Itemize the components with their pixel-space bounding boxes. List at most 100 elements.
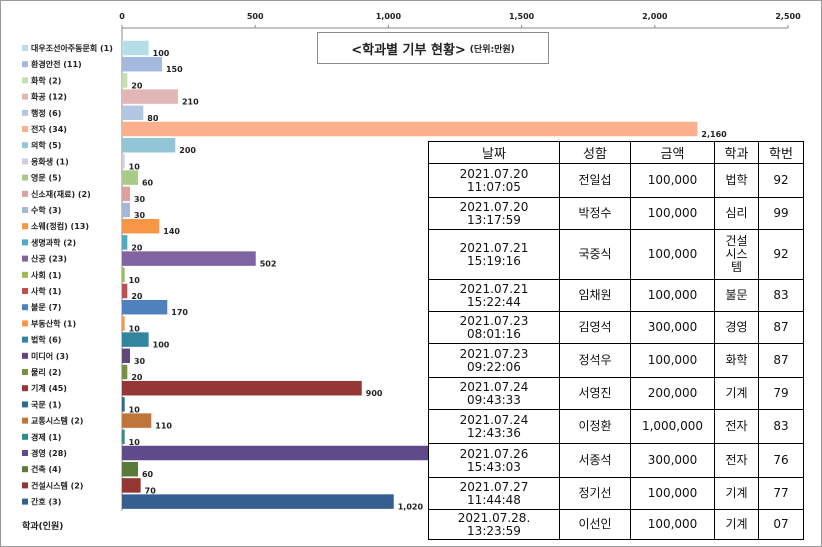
cell-date: 2021.07.23 xyxy=(459,313,529,328)
bar xyxy=(122,170,138,185)
value-label: 10 xyxy=(129,162,141,171)
table-row: 2021.07.23 09:22:06 정석우 100,000 화학 87 xyxy=(428,343,804,378)
value-label: 60 xyxy=(142,470,154,479)
cell-dept: 화학 xyxy=(714,343,759,378)
cell-date: 2021.07.21 xyxy=(459,240,529,255)
category-labels: 대우조선아주동문회 (1) 환경안전 (11) 화학 (2) 화공 (12) 행정 (6… xyxy=(22,43,113,507)
category-label: 환경안전 (11) xyxy=(31,59,82,69)
legend-swatch xyxy=(22,450,28,456)
cell-datetime: 2021.07.23 08:01:16 xyxy=(428,311,560,344)
axis-title: 학과(인원) xyxy=(22,520,63,532)
bar xyxy=(122,316,125,331)
cell-dept: 기계 xyxy=(714,509,759,540)
cell-dept: 법학 xyxy=(714,163,759,198)
cell-dept: 기계 xyxy=(714,477,759,510)
legend-swatch xyxy=(22,126,28,132)
bar xyxy=(122,494,394,509)
value-label: 10 xyxy=(129,276,141,285)
legend-swatch xyxy=(22,142,28,149)
legend-swatch xyxy=(22,369,28,375)
category-label: 경영 (28) xyxy=(31,448,67,458)
category-label: 간호 (3) xyxy=(31,497,61,507)
cell-date: 2021.07.21 xyxy=(459,281,529,296)
legend-swatch xyxy=(22,466,28,473)
cell-dept-line: 시스 xyxy=(725,247,748,261)
table-row: 2021.07.20 13:17:59 박정수 100,000 심리 99 xyxy=(428,197,804,230)
cell-amount: 100,000 xyxy=(630,343,715,378)
bars: 10015020210802,1602001060303014020502102… xyxy=(122,40,727,512)
header-student-id: 학번 xyxy=(758,141,804,164)
bar xyxy=(122,348,130,364)
table-row: 2021.07.20 11:07:05 전일섭 100,000 법학 92 xyxy=(428,163,804,198)
legend-swatch xyxy=(22,61,28,68)
cell-date: 2021.07.23 xyxy=(459,346,529,361)
bar xyxy=(122,478,141,493)
table-body: 2021.07.20 11:07:05 전일섭 100,000 법학 92 2021.07.… xyxy=(428,163,804,540)
header-dept: 학과 xyxy=(714,141,759,164)
cell-amount: 100,000 xyxy=(630,229,715,280)
cell-time: 15:19:16 xyxy=(467,253,521,268)
value-label: 10 xyxy=(129,324,141,333)
cell-dept: 전자 xyxy=(714,443,759,478)
category-label: 건설시스템 (2) xyxy=(31,480,83,490)
category-label: 교통시스템 (2) xyxy=(31,416,83,426)
category-label: 물리 (2) xyxy=(31,367,61,377)
bar xyxy=(122,218,160,234)
category-label: 미디어 (3) xyxy=(31,351,69,361)
bar xyxy=(122,235,128,250)
cell-name: 정석우 xyxy=(559,343,631,378)
bar xyxy=(122,56,162,72)
table-header-row: 날짜 성함 금액 학과 학번 xyxy=(428,141,804,164)
value-label: 2,160 xyxy=(701,130,727,139)
value-label: 110 xyxy=(155,422,172,431)
cell-date: 2021.07.27 xyxy=(459,479,529,494)
cell-amount: 100,000 xyxy=(630,163,715,198)
category-label: 화공 (12) xyxy=(31,92,67,102)
cell-name: 박정수 xyxy=(559,197,631,230)
bar xyxy=(122,267,125,283)
cell-time: 09:22:06 xyxy=(467,359,521,374)
category-label: 대우조선아주동문회 (1) xyxy=(31,43,113,53)
value-label: 10 xyxy=(129,405,141,414)
value-label: 20 xyxy=(131,292,143,301)
cell-dept: 건설 시스 템 xyxy=(714,229,759,280)
value-label: 60 xyxy=(142,179,154,188)
legend-swatch xyxy=(22,401,28,408)
bar xyxy=(122,380,362,396)
legend-swatch xyxy=(22,304,28,311)
legend-swatch xyxy=(22,174,28,181)
table-row: 2021.07.23 08:01:16 김영석 300,000 경영 87 xyxy=(428,311,804,344)
cell-dept-line: 전자 xyxy=(725,419,748,433)
cell-student-id: 79 xyxy=(758,377,804,410)
value-label: 150 xyxy=(166,65,183,74)
bar xyxy=(122,364,128,380)
legend-swatch xyxy=(22,45,28,51)
cell-date: 2021.07.24 xyxy=(459,412,529,427)
cell-dept-line: 불문 xyxy=(725,288,748,302)
cell-dept: 불문 xyxy=(714,279,759,312)
bar xyxy=(122,40,149,56)
header-name: 성함 xyxy=(559,141,631,164)
cell-dept-line: 기계 xyxy=(725,517,748,531)
legend-swatch xyxy=(22,336,28,343)
cell-time: 11:07:05 xyxy=(467,179,521,194)
category-label: 사회 (1) xyxy=(31,270,61,280)
cell-dept-line: 기계 xyxy=(725,486,748,500)
chart-unit: (단위:만원) xyxy=(469,44,515,55)
category-label: 산공 (23) xyxy=(31,254,67,264)
cell-time: 11:44:48 xyxy=(467,492,521,507)
cell-date: 2021.07.28. xyxy=(457,510,531,525)
value-label: 900 xyxy=(366,389,383,398)
value-label: 20 xyxy=(131,243,143,252)
cell-date: 2021.07.20 xyxy=(459,199,529,214)
x-tick-label: 2,000 xyxy=(642,12,668,21)
cell-datetime: 2021.07.24 09:43:33 xyxy=(428,377,560,410)
category-label: 불문 (7) xyxy=(31,302,61,312)
cell-datetime: 2021.07.28. 13:23:59 xyxy=(428,509,560,540)
cell-dept-line: 심리 xyxy=(725,206,748,220)
bar xyxy=(122,283,128,299)
bar xyxy=(122,154,125,169)
cell-amount: 200,000 xyxy=(630,377,715,410)
cell-time: 15:22:44 xyxy=(467,294,521,309)
